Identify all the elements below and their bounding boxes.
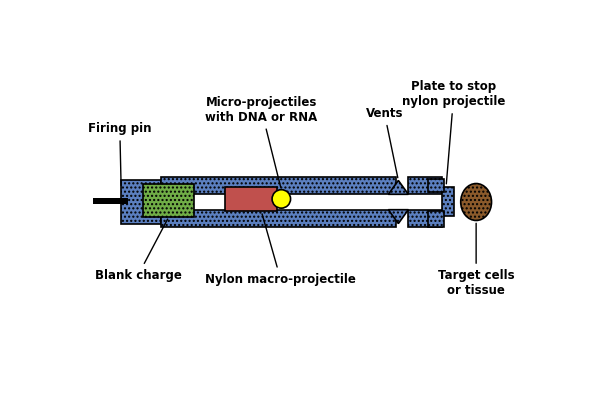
Bar <box>161 177 396 194</box>
Bar <box>143 184 194 217</box>
Polygon shape <box>388 180 409 194</box>
Bar <box>442 186 454 216</box>
Bar <box>94 198 128 204</box>
Text: Plate to stop
nylon projectile: Plate to stop nylon projectile <box>402 80 505 184</box>
Circle shape <box>272 190 290 208</box>
Text: Blank charge: Blank charge <box>95 219 182 282</box>
Text: Firing pin: Firing pin <box>88 122 152 185</box>
Bar <box>428 179 444 192</box>
Text: Target cells
or tissue: Target cells or tissue <box>438 223 514 297</box>
Bar <box>407 210 442 227</box>
Bar <box>161 210 396 227</box>
Ellipse shape <box>461 184 491 220</box>
Text: Vents: Vents <box>366 107 403 178</box>
Text: Nylon macro-projectile: Nylon macro-projectile <box>205 214 356 286</box>
Bar <box>225 186 277 211</box>
Bar <box>428 211 444 227</box>
Bar <box>121 180 161 224</box>
Polygon shape <box>388 210 409 224</box>
Text: Micro-projectiles
with DNA or RNA: Micro-projectiles with DNA or RNA <box>205 96 317 187</box>
Bar <box>407 177 442 194</box>
